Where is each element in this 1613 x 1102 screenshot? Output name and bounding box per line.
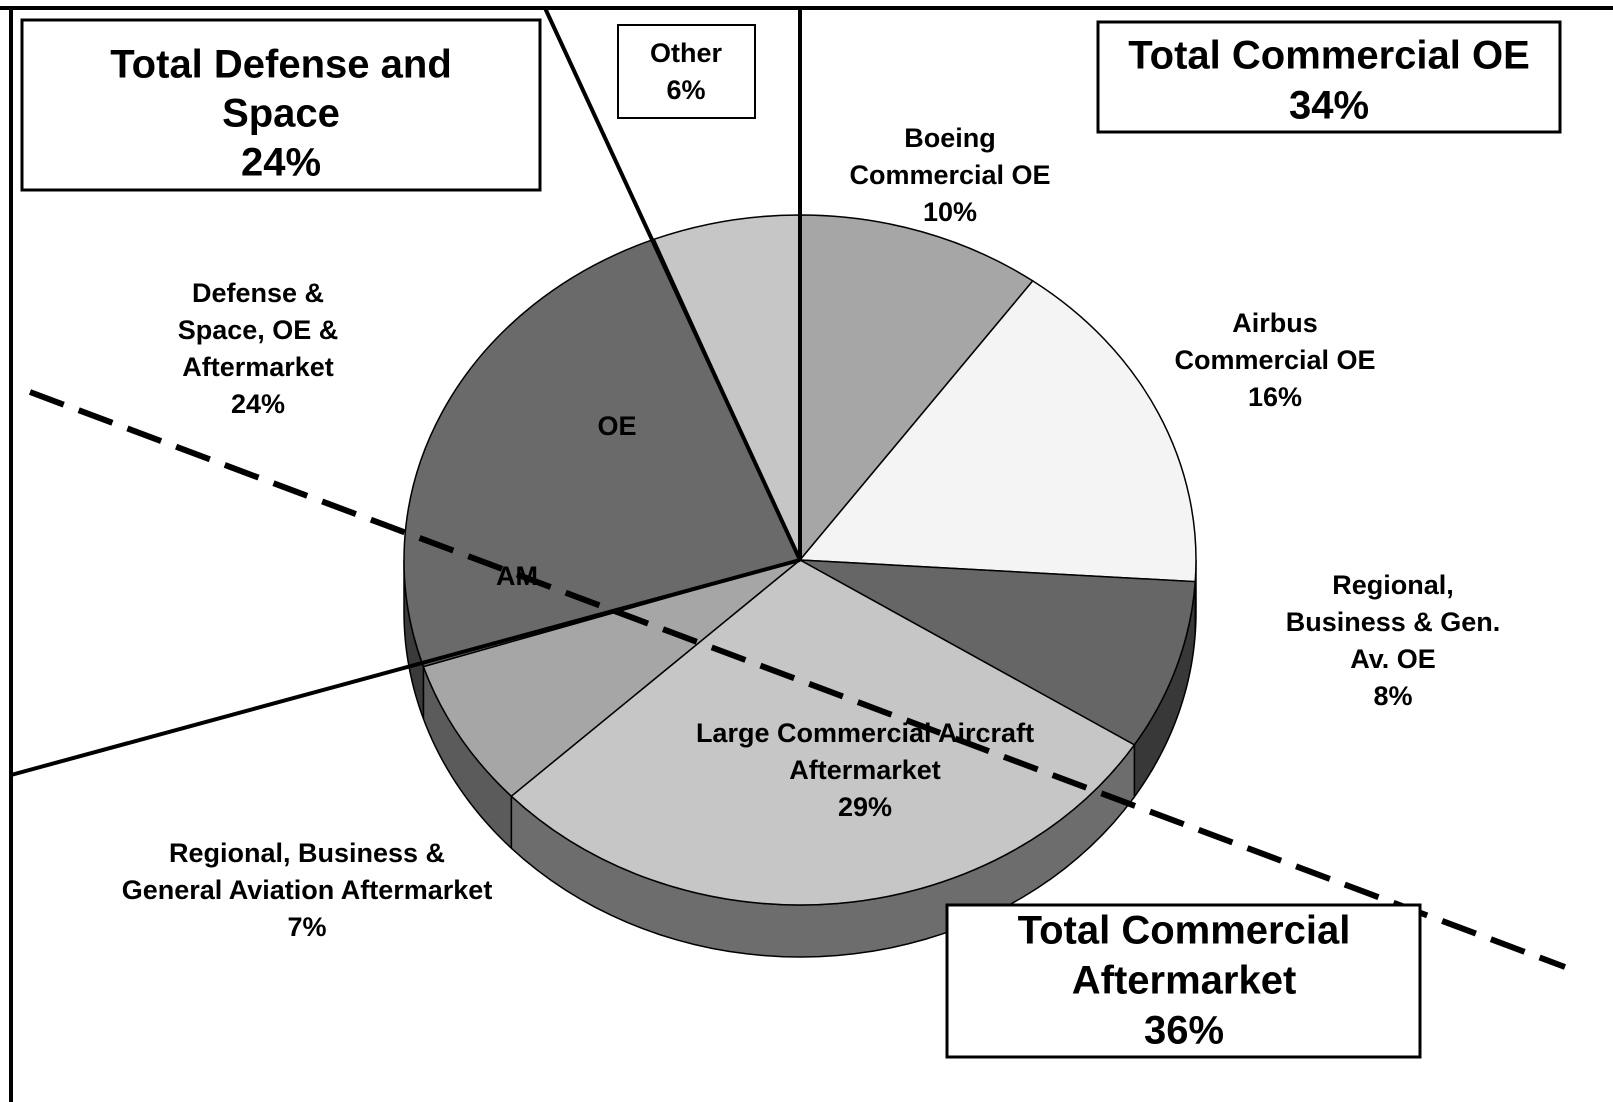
slice-value-label: 8% bbox=[1373, 681, 1412, 711]
slice-label: Regional, bbox=[1332, 570, 1454, 600]
divider-lines bbox=[10, 7, 1567, 970]
slice-label: Commercial OE bbox=[1174, 345, 1375, 375]
annotation: AM bbox=[496, 561, 538, 591]
group-value: 36% bbox=[1144, 1009, 1224, 1053]
slice-label: Commercial OE bbox=[849, 160, 1050, 190]
slice bbox=[799, 559, 1197, 746]
slice-label: General Aviation Aftermarket bbox=[122, 875, 493, 905]
slice-label: Other bbox=[650, 38, 723, 68]
group-value: 34% bbox=[1289, 84, 1369, 128]
slice-label: Business & Gen. bbox=[1286, 607, 1501, 637]
pie bbox=[403, 214, 1197, 958]
slice bbox=[510, 559, 1136, 906]
group-title: Total Commercial OE bbox=[1128, 34, 1530, 78]
group-title: Total Commercial bbox=[1018, 909, 1351, 953]
slice bbox=[653, 214, 801, 561]
other-box bbox=[617, 24, 756, 119]
group-box bbox=[1096, 20, 1562, 134]
group-title: Total Defense and bbox=[110, 43, 452, 87]
divider bbox=[10, 558, 801, 777]
slice-label: Airbus bbox=[1232, 308, 1318, 338]
slice-value-label: 7% bbox=[287, 912, 326, 942]
slice-value-label: 6% bbox=[666, 75, 705, 105]
group-box bbox=[20, 18, 542, 192]
slice bbox=[798, 279, 1197, 583]
group-box bbox=[945, 903, 1422, 1059]
group-title: Space bbox=[222, 92, 340, 136]
slice-label: Defense & bbox=[192, 278, 324, 308]
dashed-divider bbox=[28, 389, 1567, 970]
slice-label: Aftermarket bbox=[789, 755, 941, 785]
slice-label: Aftermarket bbox=[182, 352, 334, 382]
slice bbox=[422, 559, 801, 798]
slice-label: Regional, Business & bbox=[169, 838, 445, 868]
slice-value-label: 24% bbox=[231, 389, 285, 419]
slice-value-label: 16% bbox=[1248, 382, 1302, 412]
group-title: Aftermarket bbox=[1072, 959, 1297, 1003]
group-value: 24% bbox=[241, 141, 321, 185]
annotation: OE bbox=[597, 411, 636, 441]
slice-value-label: 29% bbox=[838, 792, 892, 822]
labels: Boeing Commercial OE 10% Airbus Commercial O… bbox=[110, 34, 1530, 1053]
slice-label: Large Commercial Aircraft bbox=[696, 718, 1034, 748]
divider bbox=[543, 7, 802, 561]
slice-label: Av. OE bbox=[1350, 644, 1436, 674]
slice-value-label: 10% bbox=[923, 197, 977, 227]
slice bbox=[799, 214, 1034, 563]
slice-label: Space, OE & bbox=[178, 315, 339, 345]
slice-label: Boeing bbox=[904, 123, 996, 153]
